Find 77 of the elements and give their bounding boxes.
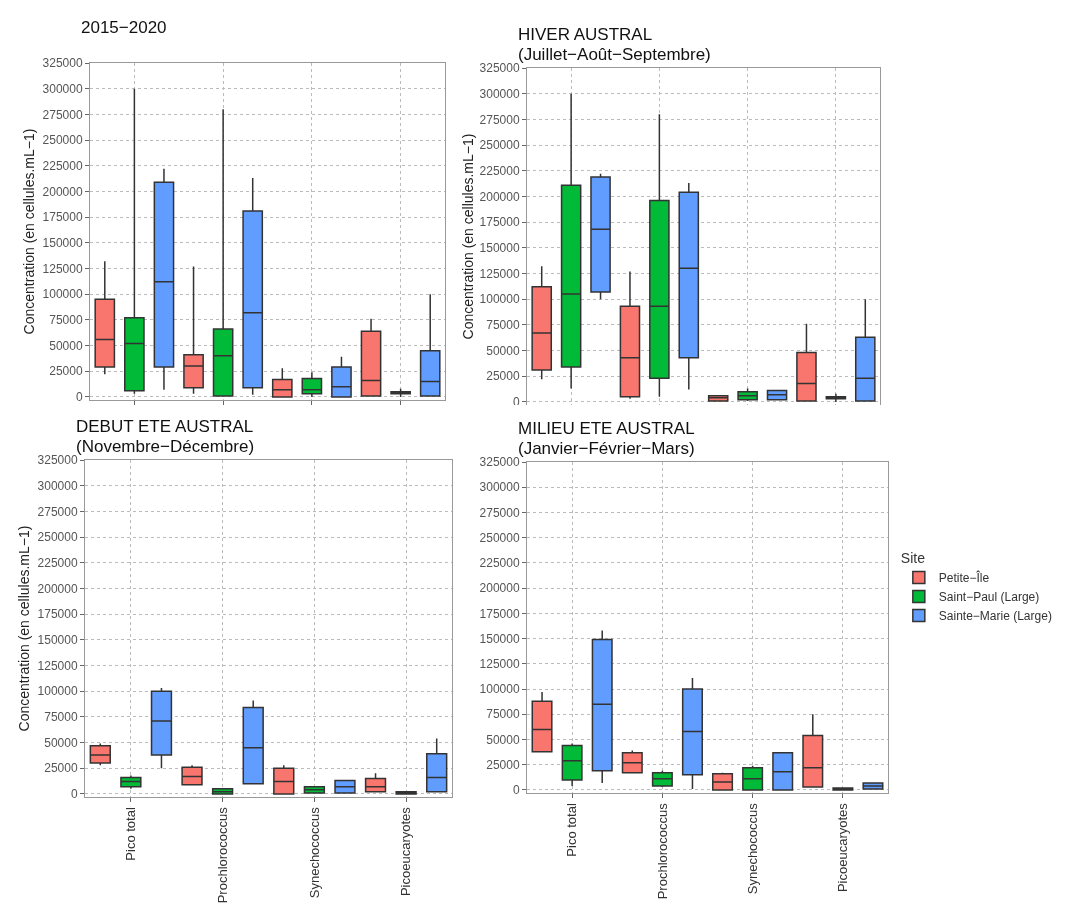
y-tick-label: 150000: [37, 633, 78, 647]
y-tick-label: 25000: [486, 369, 520, 384]
y-tick-label: 0: [75, 390, 83, 405]
x-tick-label: Prochlorococcus: [214, 806, 230, 904]
y-tick-label: 75000: [486, 318, 520, 333]
chart-title: HIVER AUSTRAL: [518, 25, 653, 44]
legend-title: Site: [900, 549, 926, 566]
y-tick-label: 250000: [479, 530, 520, 545]
x-tick-label: Pico total: [123, 807, 139, 861]
y-tick-label: 225000: [42, 158, 83, 173]
y-tick-label: 75000: [44, 710, 78, 725]
y-tick-label: 50000: [486, 732, 520, 747]
legend-label: Petite−Île: [938, 570, 990, 586]
chart-title: MILIEU ETE AUSTRAL: [518, 419, 695, 438]
y-tick-label: 275000: [479, 112, 520, 127]
y-axis-title: Concentration (en cellules.mL−1): [16, 525, 33, 732]
y-tick-label: 50000: [49, 338, 83, 353]
y-tick-label: 225000: [37, 555, 78, 570]
y-tick-label: 125000: [479, 266, 520, 281]
y-tick-label: 200000: [42, 184, 83, 199]
y-tick-label: 125000: [42, 261, 83, 276]
y-tick-label: 100000: [42, 287, 83, 302]
y-tick-label: 300000: [479, 480, 520, 495]
y-tick-label: 75000: [486, 707, 520, 722]
y-tick-label: 325000: [42, 56, 83, 71]
legend-label: Saint−Paul (Large): [938, 590, 1040, 605]
y-tick-label: 175000: [37, 607, 78, 622]
x-tick-label: Synechococcus: [744, 802, 760, 895]
y-tick-label: 100000: [479, 682, 520, 697]
y-tick-label: 225000: [479, 163, 520, 178]
y-tick-label: 50000: [44, 735, 78, 750]
y-tick-label: 0: [70, 787, 78, 802]
y-tick-label: 100000: [37, 684, 78, 699]
legend-label: Sainte−Marie (Large): [938, 609, 1052, 624]
y-tick-label: 300000: [37, 478, 78, 493]
y-tick-label: 325000: [479, 455, 520, 470]
y-tick-label: 275000: [479, 505, 520, 520]
y-tick-label: 300000: [42, 81, 83, 96]
y-tick-label: 200000: [37, 581, 78, 596]
y-tick-label: 50000: [486, 343, 520, 358]
y-tick-label: 175000: [479, 606, 520, 621]
y-tick-label: 300000: [479, 86, 520, 101]
y-axis-title: Concentration (en cellules.mL−1): [21, 128, 38, 335]
y-tick-label: 225000: [479, 556, 520, 571]
y-tick-label: 250000: [42, 133, 83, 148]
x-tick-label: Picoeucaryotes: [835, 802, 851, 893]
y-tick-label: 175000: [42, 210, 83, 225]
y-tick-label: 325000: [479, 61, 520, 76]
y-tick-label: 200000: [479, 189, 520, 204]
y-tick-label: 75000: [49, 313, 83, 328]
y-tick-label: 125000: [479, 657, 520, 672]
y-tick-label: 275000: [37, 504, 78, 519]
chart-subtitle: (Juillet−Août−Septembre): [518, 45, 711, 64]
y-tick-label: 150000: [479, 241, 520, 255]
y-tick-label: 275000: [42, 107, 83, 122]
chart-title: DEBUT ETE AUSTRAL: [76, 417, 254, 436]
y-tick-label: 200000: [479, 581, 520, 596]
y-tick-label: 250000: [479, 138, 520, 153]
y-tick-label: 25000: [486, 757, 520, 772]
chart-subtitle: (Novembre−Décembre): [76, 437, 255, 456]
x-tick-label: Picoeucaryotes: [398, 806, 414, 897]
y-tick-label: 175000: [479, 215, 520, 230]
x-tick-label: Pico total: [564, 803, 580, 857]
y-tick-label: 150000: [479, 631, 520, 646]
y-tick-label: 250000: [37, 530, 78, 545]
y-tick-label: 325000: [37, 453, 78, 468]
y-tick-label: 100000: [479, 292, 520, 307]
y-tick-label: 25000: [49, 364, 83, 379]
y-axis-title: Concentration (en cellules.mL−1): [460, 133, 476, 340]
y-tick-label: 0: [512, 783, 520, 798]
x-tick-label: Synechococcus: [306, 806, 322, 899]
y-tick-label: 150000: [42, 236, 83, 250]
y-tick-label: 25000: [44, 761, 78, 776]
y-tick-label: 125000: [37, 658, 78, 673]
chart-subtitle: (Janvier−Février−Mars): [518, 439, 695, 458]
chart-title: 2015−2020: [81, 18, 167, 37]
x-tick-label: Prochlorococcus: [654, 802, 670, 900]
